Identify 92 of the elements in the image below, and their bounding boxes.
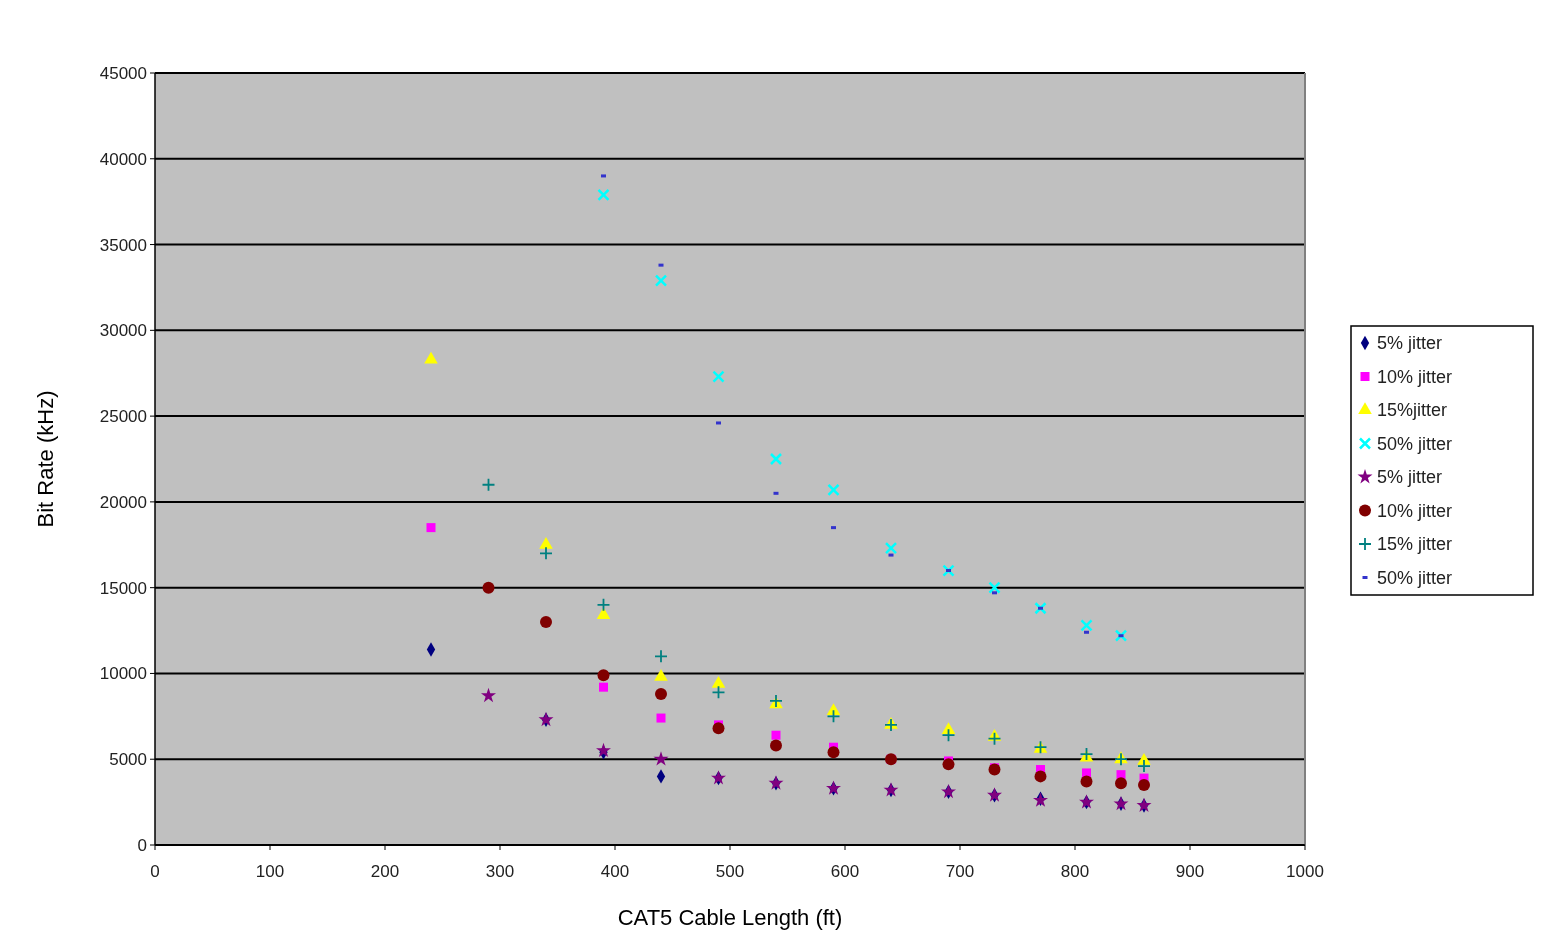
y-tick-label: 10000 [99,664,147,684]
x-tick-label: 300 [485,862,515,881]
x-tick-label: 600 [830,862,860,881]
point [946,569,951,573]
y-tick-label: 35000 [99,235,147,255]
legend-label: 50% jitter [1377,433,1453,454]
point [827,483,840,497]
point [716,421,721,425]
point [826,709,841,724]
point [992,591,997,595]
point [825,780,842,795]
point [712,722,725,735]
x-tick-label: 100 [255,862,285,881]
point [653,751,669,766]
point [1080,775,1093,788]
point [712,370,725,383]
point [1138,778,1150,791]
point [1032,792,1049,807]
point [1084,630,1089,634]
point [1034,770,1047,783]
point [941,728,956,743]
point [658,263,664,267]
point [988,581,1001,594]
x-tick-label: 500 [715,862,745,881]
legend-label: 5% jitter [1377,333,1443,354]
x-tick-label: 1000 [1286,862,1324,881]
legend-label: 10% jitter [1377,366,1453,387]
point [597,188,610,202]
point [942,564,955,577]
point [827,746,840,759]
point [480,687,497,703]
y-tick-label: 45000 [99,63,147,83]
x-tick-label: 800 [1060,862,1090,881]
point [770,739,782,752]
point [711,675,726,688]
point [540,615,552,628]
point [884,541,898,555]
x-tick-label: 700 [945,862,975,881]
point [482,581,495,594]
point [596,597,611,612]
point [654,274,668,287]
point [831,526,836,530]
point [940,783,957,799]
point [1114,629,1128,642]
y-tick-label: 20000 [99,492,147,512]
x-tick-label: 900 [1175,862,1205,881]
y-tick-label: 25000 [99,407,147,427]
point [595,742,612,758]
y-tick-label: 5000 [109,750,147,770]
point [654,669,668,681]
legend-label: 50% jitter [1377,567,1453,588]
legend-label: 15%jitter [1377,400,1448,421]
point [773,491,779,495]
point [1118,634,1124,638]
legend-label: 10% jitter [1377,500,1453,521]
point [986,787,1003,802]
x-axis-title: CAT5 Cable Length (ft) [617,905,843,930]
legend-label: 5% jitter [1377,467,1443,488]
point [481,477,496,492]
point [987,731,1002,746]
point [1034,602,1047,615]
point [1115,777,1127,790]
x-tick-label: 0 [150,862,160,881]
point [1082,768,1091,778]
x-tick-label: 200 [370,862,400,881]
y-tick-label: 40000 [99,149,147,169]
point [1038,606,1043,610]
point [711,685,726,700]
y-tick-label: 0 [137,835,147,855]
point [596,607,611,620]
point [942,758,955,771]
point [539,546,553,561]
y-axis-title: Bit Rate (kHz) [33,390,58,528]
point [426,523,436,533]
point [597,669,610,682]
y-tick-label: 30000 [99,321,147,341]
point [1137,759,1151,773]
point [769,452,783,466]
point [599,682,608,692]
point [1078,794,1095,809]
point [656,713,666,723]
point [771,730,781,740]
point [601,174,606,178]
y-tick-label: 15000 [99,578,147,598]
point [654,649,668,664]
point [1080,619,1093,632]
x-tick-label: 400 [600,862,630,881]
point [888,553,894,557]
point [424,351,438,364]
legend-label: 15% jitter [1377,534,1453,555]
point [710,770,727,785]
point [655,688,667,701]
